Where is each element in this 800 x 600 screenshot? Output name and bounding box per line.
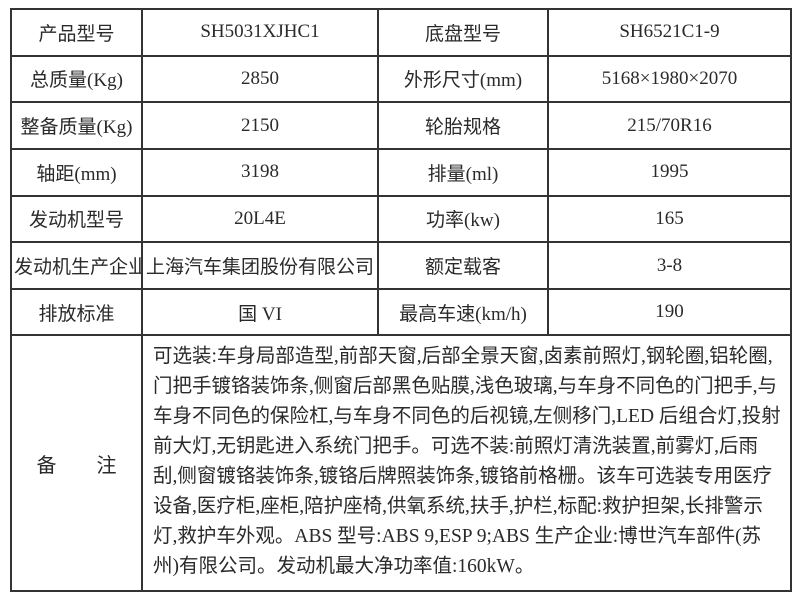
spec-value-cell: 2150 [141,101,379,150]
spec-value-cell: 20L4E [141,194,379,244]
spec-value-cell: 190 [547,287,792,337]
spec-row: 轴距(mm) 3198 排量(ml) 1995 [10,147,792,197]
spec-label-cell: 发动机型号 [10,194,143,244]
spec-label-cell: 产品型号 [10,8,143,57]
spec-row: 总质量(Kg) 2850 外形尺寸(mm) 5168×1980×2070 [10,54,792,104]
spec-label-cell: 轴距(mm) [10,147,143,197]
spec-row: 发动机生产企业 上海汽车集团股份有限公司 额定载客 3-8 [10,241,792,290]
spec-label-cell: 整备质量(Kg) [10,101,143,150]
spec-value-cell: 5168×1980×2070 [547,54,792,104]
spec-value-cell: 1995 [547,147,792,197]
spec-label-cell: 总质量(Kg) [10,54,143,104]
spec-value-cell: 国 VI [141,287,379,337]
spec-value-cell: 2850 [141,54,379,104]
spec-row: 发动机型号 20L4E 功率(kw) 165 [10,194,792,244]
spec-label-cell: 功率(kw) [377,194,549,244]
spec-label-cell: 发动机生产企业 [10,241,143,290]
spec-value-cell: 215/70R16 [547,101,792,150]
spec-label-cell: 排放标准 [10,287,143,337]
remark-row: 备 注 可选装:车身局部造型,前部天窗,后部全景天窗,卤素前照灯,钢轮圈,铝轮圈… [10,334,792,592]
remark-text-cell: 可选装:车身局部造型,前部天窗,后部全景天窗,卤素前照灯,钢轮圈,铝轮圈,门把手… [141,334,792,592]
vehicle-spec-table: 产品型号 SH5031XJHC1 底盘型号 SH6521C1-9 总质量(Kg) 2850… [10,8,792,592]
spec-label-cell: 外形尺寸(mm) [377,54,549,104]
spec-value-cell: SH6521C1-9 [547,8,792,57]
spec-label-cell: 底盘型号 [377,8,549,57]
spec-label-cell: 最高车速(km/h) [377,287,549,337]
spec-row: 排放标准国 VI 最高车速(km/h) 190 [10,287,792,337]
spec-rows-body: 产品型号 SH5031XJHC1 底盘型号 SH6521C1-9 总质量(Kg) 2850… [10,8,792,337]
remark-body: 备 注 可选装:车身局部造型,前部天窗,后部全景天窗,卤素前照灯,钢轮圈,铝轮圈… [10,334,792,592]
spec-value-cell: 3198 [141,147,379,197]
spec-value-cell: 3-8 [547,241,792,290]
spec-label-cell: 轮胎规格 [377,101,549,150]
remark-label-cell: 备 注 [10,334,143,592]
spec-row: 整备质量(Kg) 2150 轮胎规格 215/70R16 [10,101,792,150]
spec-label-cell: 额定载客 [377,241,549,290]
spec-value-cell: 上海汽车集团股份有限公司 [141,241,379,290]
spec-value-cell: SH5031XJHC1 [141,8,379,57]
spec-row: 产品型号 SH5031XJHC1 底盘型号 SH6521C1-9 [10,8,792,57]
spec-value-cell: 165 [547,194,792,244]
spec-label-cell: 排量(ml) [377,147,549,197]
